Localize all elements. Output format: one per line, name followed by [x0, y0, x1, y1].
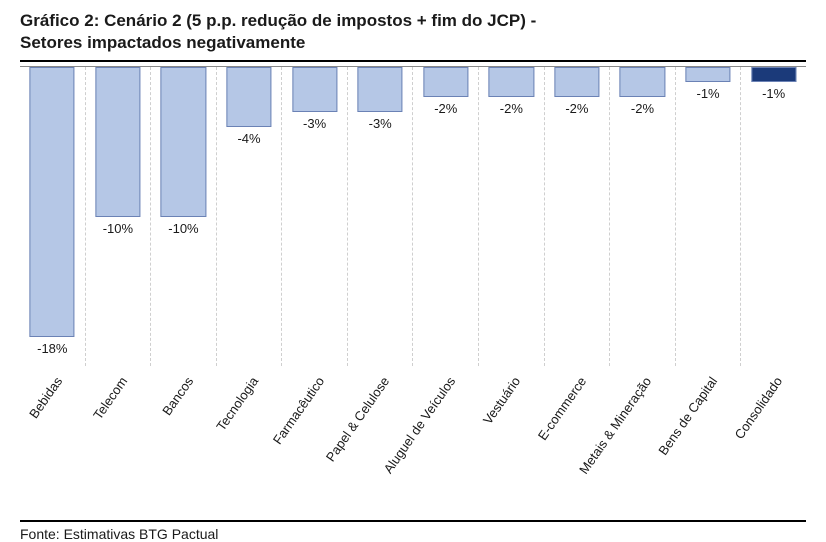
chart-title-line2: Setores impactados negativamente — [20, 33, 305, 52]
bar-slot: -10% — [151, 67, 217, 366]
bar-slot: -10% — [86, 67, 152, 366]
bar-value-label: -10% — [86, 217, 151, 236]
chart-title-line1: Gráfico 2: Cenário 2 (5 p.p. redução de … — [20, 11, 536, 30]
label-slot: Consolidado — [741, 366, 807, 516]
bar — [489, 67, 534, 97]
bar-value-label: -3% — [282, 112, 347, 131]
bar-slot: -1% — [741, 67, 806, 366]
bar-slot: -1% — [676, 67, 742, 366]
bar — [30, 67, 75, 337]
bar-value-label: -2% — [413, 97, 478, 116]
chart-container: Gráfico 2: Cenário 2 (5 p.p. redução de … — [0, 0, 826, 529]
bar-value-label: -1% — [741, 82, 806, 101]
bar — [554, 67, 599, 97]
bar-slot: -2% — [413, 67, 479, 366]
label-slot: Telecom — [86, 366, 152, 516]
bar-value-label: -10% — [151, 217, 216, 236]
bar-value-label: -2% — [479, 97, 544, 116]
bar — [226, 67, 271, 127]
category-label: Vestuário — [480, 374, 523, 427]
bar-slot: -2% — [610, 67, 676, 366]
bar-value-label: -1% — [676, 82, 741, 101]
label-slot: Bebidas — [20, 366, 86, 516]
category-label: Bebidas — [26, 374, 65, 421]
bar — [751, 67, 796, 82]
bar — [161, 67, 206, 217]
bar-slot: -4% — [217, 67, 283, 366]
bar-slot: -3% — [348, 67, 414, 366]
bars-row: -18%-10%-10%-4%-3%-3%-2%-2%-2%-2%-1%-1% — [20, 67, 806, 366]
category-labels-row: BebidasTelecomBancosTecnologiaFarmacêuti… — [20, 366, 806, 516]
bar-value-label: -2% — [610, 97, 675, 116]
bar — [620, 67, 665, 97]
label-slot: Tecnologia — [217, 366, 283, 516]
category-label: Telecom — [90, 374, 130, 422]
bar-slot: -3% — [282, 67, 348, 366]
bar-slot: -2% — [545, 67, 611, 366]
chart-source: Fonte: Estimativas BTG Pactual — [20, 520, 806, 542]
label-slot: Aluguel de Veículos — [413, 366, 479, 516]
bar — [423, 67, 468, 97]
bar-slot: -18% — [20, 67, 86, 366]
label-slot: Vestuário — [479, 366, 545, 516]
bar — [292, 67, 337, 112]
label-slot: Bens de Capital — [675, 366, 741, 516]
bar-value-label: -3% — [348, 112, 413, 131]
bar-value-label: -18% — [20, 337, 85, 356]
bar-value-label: -2% — [545, 97, 610, 116]
bar — [358, 67, 403, 112]
bar-value-label: -4% — [217, 127, 282, 146]
category-label: Consolidado — [732, 374, 786, 442]
category-label: Bancos — [159, 374, 196, 418]
plot-area: -18%-10%-10%-4%-3%-3%-2%-2%-2%-2%-1%-1% — [20, 66, 806, 366]
chart-title: Gráfico 2: Cenário 2 (5 p.p. redução de … — [20, 10, 806, 62]
category-label: Tecnologia — [214, 374, 262, 434]
label-slot: Bancos — [151, 366, 217, 516]
bar — [95, 67, 140, 217]
bar-slot: -2% — [479, 67, 545, 366]
bar — [685, 67, 730, 82]
